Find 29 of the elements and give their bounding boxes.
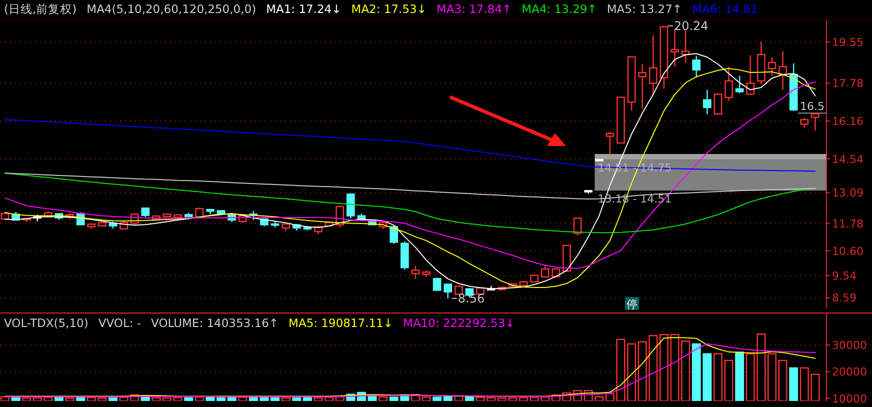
- chart-title: (日线,前复权): [4, 2, 77, 16]
- y-tick-label: 8.59: [832, 292, 856, 305]
- y-tick-label: 20000: [832, 366, 867, 379]
- annotation: 停: [626, 298, 638, 311]
- y-tick-label: 19.55: [832, 36, 864, 49]
- text: MA3: 17.84↑: [436, 2, 512, 16]
- y-tick-label: 9.54: [832, 270, 856, 283]
- y-tick-label: 14.54: [832, 152, 864, 166]
- text: MA6: 14.01: [692, 2, 758, 16]
- chart-subtitle: MA4(5,10,20,60,120,250,0,0): [86, 2, 256, 16]
- annotation: VOLUME: 140353.16↑: [151, 316, 279, 330]
- y-tick-label: 11.78: [832, 217, 864, 230]
- ref-line-label: 16.5: [800, 100, 824, 114]
- annotation: 20.24: [674, 18, 708, 33]
- annotation: VVOL: -: [98, 316, 142, 330]
- y-tick-label: 13.09: [832, 186, 864, 200]
- text: MA4: 13.29↑: [522, 2, 597, 16]
- text: MA1: 17.24↓: [266, 2, 342, 16]
- annotation: VOL-TDX(5,10): [4, 316, 88, 330]
- text: MA5: 13.27↑: [606, 2, 682, 16]
- annotation: 8.56: [458, 291, 485, 306]
- y-tick-label: 10000: [832, 392, 867, 406]
- text: MA2: 17.53↓: [351, 2, 426, 16]
- text: MA5: 190817.11↓: [288, 316, 394, 330]
- y-tick-label: 30000: [832, 339, 867, 352]
- y-tick-label: 17.78: [832, 77, 864, 90]
- y-tick-label: 16.16: [832, 115, 864, 128]
- y-tick-label: 10.60: [832, 244, 864, 258]
- text: MA10: 222292.53↓: [403, 316, 515, 330]
